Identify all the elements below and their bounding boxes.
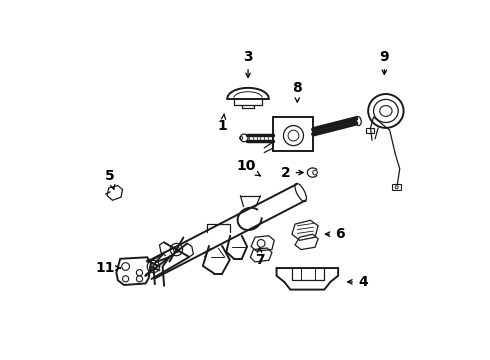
Text: 3: 3 — [243, 50, 253, 77]
Text: 7: 7 — [255, 247, 265, 267]
Bar — [392, 184, 401, 190]
Text: 6: 6 — [325, 227, 344, 241]
Bar — [273, 117, 314, 151]
Text: 1: 1 — [218, 114, 227, 133]
Text: 2: 2 — [281, 166, 303, 180]
Text: 5: 5 — [105, 168, 115, 189]
Text: 8: 8 — [293, 81, 302, 102]
Bar — [366, 128, 373, 133]
Text: 9: 9 — [380, 50, 389, 75]
Text: 10: 10 — [236, 159, 261, 176]
Text: 4: 4 — [348, 275, 368, 289]
Text: 11: 11 — [95, 261, 121, 275]
